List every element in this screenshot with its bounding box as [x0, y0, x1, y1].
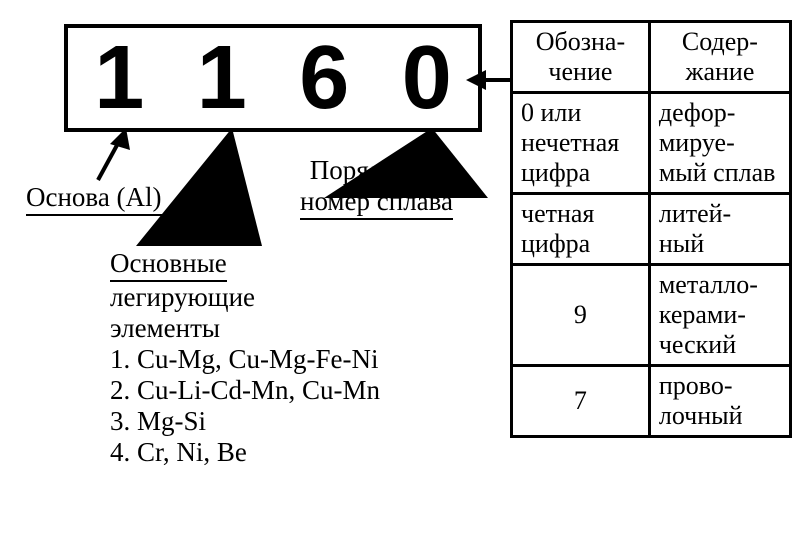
cell: четная цифра	[512, 194, 650, 265]
alloying-item-2: 2. Cu-Li-Cd-Mn, Cu-Mn	[110, 375, 380, 405]
alloy-code-box: 1 1 6 0	[64, 24, 482, 132]
th-designation: Обозна-чение	[512, 22, 650, 93]
arrow-base	[98, 128, 130, 180]
label-ordinal: Порядковый номер сплава	[300, 155, 453, 220]
label-base: Основа (Al)	[26, 182, 162, 216]
table-row: 9 металло-керами-ческий	[512, 265, 791, 366]
cell: 9	[512, 265, 650, 366]
table-row: 0 или нечетная цифра дефор-мируе-мый спл…	[512, 93, 791, 194]
label-ordinal-line2: номер сплава	[300, 186, 453, 220]
cell: металло-керами-ческий	[649, 265, 790, 366]
digit-1: 1	[94, 33, 144, 123]
cell: 7	[512, 366, 650, 437]
alloying-item-4: 4. Cr, Ni, Be	[110, 437, 247, 467]
alloying-item-3: 3. Mg-Si	[110, 406, 206, 436]
th-content: Содер-жание	[649, 22, 790, 93]
alloying-title3: элементы	[110, 313, 220, 343]
alloying-title1: Основные	[110, 248, 227, 282]
digit-2: 1	[197, 33, 247, 123]
cell: литей-ный	[649, 194, 790, 265]
digit-4: 0	[402, 33, 452, 123]
digit-3: 6	[299, 33, 349, 123]
cell: прово-лочный	[649, 366, 790, 437]
alloying-item-1: 1. Cu-Mg, Cu-Mg-Fe-Ni	[110, 344, 379, 374]
label-base-text: Основа (Al)	[26, 182, 162, 216]
cell: дефор-мируе-мый сплав	[649, 93, 790, 194]
table-row: Обозна-чение Содер-жание	[512, 22, 791, 93]
alloying-title2: легирующие	[110, 282, 255, 312]
cell: 0 или нечетная цифра	[512, 93, 650, 194]
label-alloying: Основные легирующие элементы 1. Cu-Mg, C…	[110, 248, 380, 468]
label-ordinal-line1: Порядковый	[310, 155, 453, 185]
table-row: 7 прово-лочный	[512, 366, 791, 437]
designation-table: Обозна-чение Содер-жание 0 или нечетная …	[510, 20, 792, 438]
table-row: четная цифра литей-ный	[512, 194, 791, 265]
